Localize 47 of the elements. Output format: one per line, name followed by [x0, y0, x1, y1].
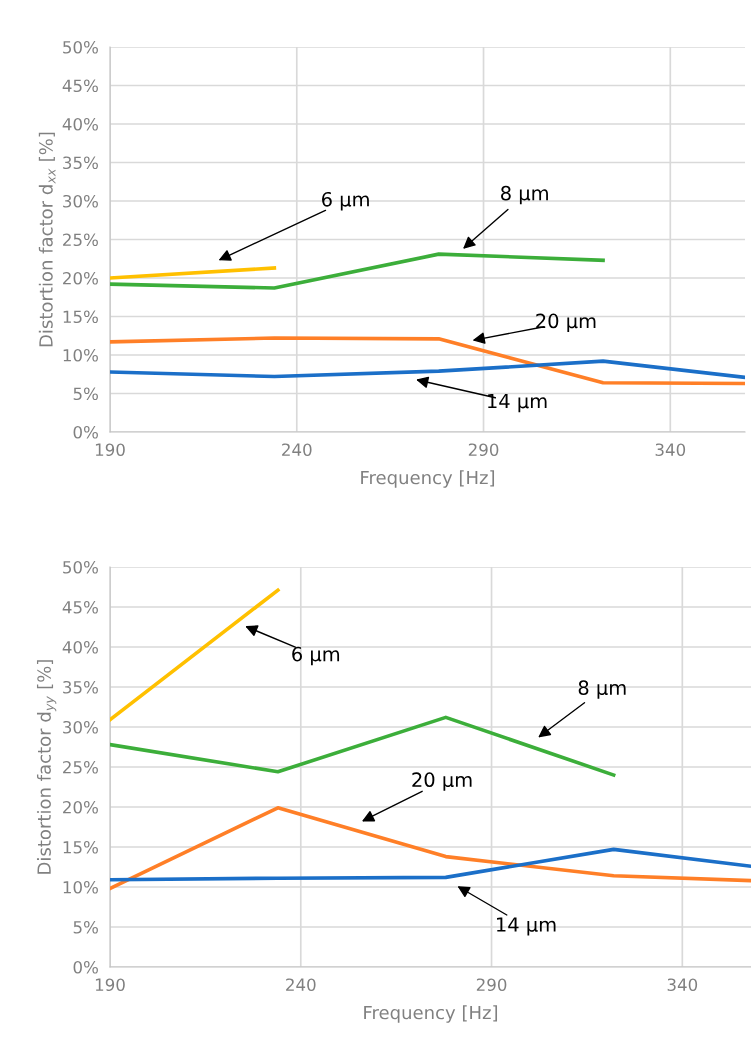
x-axis-title: Frequency [Hz] [361, 470, 495, 488]
y-tick-label: 30% [63, 194, 98, 208]
y-tick-label: 5% [73, 920, 98, 934]
y-tick-label: 40% [62, 117, 98, 131]
annotation: 20 µm [536, 313, 596, 333]
x-tick-label: 340 [655, 443, 686, 457]
line-series [110, 252, 605, 290]
y-tick-label: 15% [63, 310, 98, 324]
y-tick-label: 35% [63, 680, 98, 694]
x-tick-label: 240 [282, 443, 312, 457]
x-tick-label: 340 [667, 978, 698, 992]
x-tick-label: 190 [95, 443, 125, 457]
y-tick-label: 25% [63, 760, 98, 774]
line-series [110, 359, 745, 380]
y-tick-label: 50% [63, 560, 98, 574]
x-axis-title: Frequency [Hz] [364, 1005, 498, 1023]
y-axis-title: Distortion factor d$_{yy}$ [%] [36, 660, 57, 874]
y-tick-label: 20% [63, 800, 98, 814]
annotation: 14 µm [488, 393, 547, 413]
y-tick-label: 45% [62, 79, 98, 93]
y-tick-label: 10% [63, 348, 98, 362]
annotation: 20 µm [412, 772, 472, 791]
line-series [110, 805, 751, 891]
y-tick-label: 45% [62, 600, 98, 614]
x-tick-label: 190 [95, 978, 125, 992]
annotation: 6 µm [292, 646, 340, 666]
x-tick-label: 290 [468, 443, 499, 457]
annotation: 8 µm [578, 680, 626, 699]
y-tick-label: 10% [63, 880, 98, 894]
y-tick-label: 35% [63, 156, 98, 170]
y-tick-label: 40% [62, 640, 98, 654]
y-tick-label: 5% [73, 387, 98, 401]
x-tick-label: 240 [286, 978, 316, 992]
y-axis-title: Distortion factor d$_{xx}$ [%] [38, 132, 56, 347]
y-tick-label: 20% [63, 271, 98, 285]
y-tick-label: 30% [63, 720, 98, 734]
annotation: 6 µm [322, 191, 369, 211]
annotation: 8 µm [501, 185, 548, 205]
y-tick-label: 50% [63, 40, 98, 54]
y-tick-label: 0% [73, 425, 98, 439]
annotation: 14 µm [497, 917, 556, 936]
line-series [110, 336, 745, 386]
y-tick-label: 15% [63, 840, 98, 854]
x-tick-label: 290 [476, 978, 507, 992]
y-tick-label: 0% [73, 960, 98, 974]
y-tick-label: 25% [63, 233, 98, 247]
line-series [110, 847, 751, 882]
